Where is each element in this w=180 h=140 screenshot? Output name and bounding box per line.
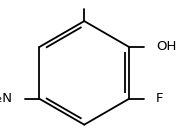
Text: F: F: [156, 92, 163, 105]
Text: OH: OH: [156, 40, 176, 53]
Text: H₂N: H₂N: [0, 92, 13, 105]
